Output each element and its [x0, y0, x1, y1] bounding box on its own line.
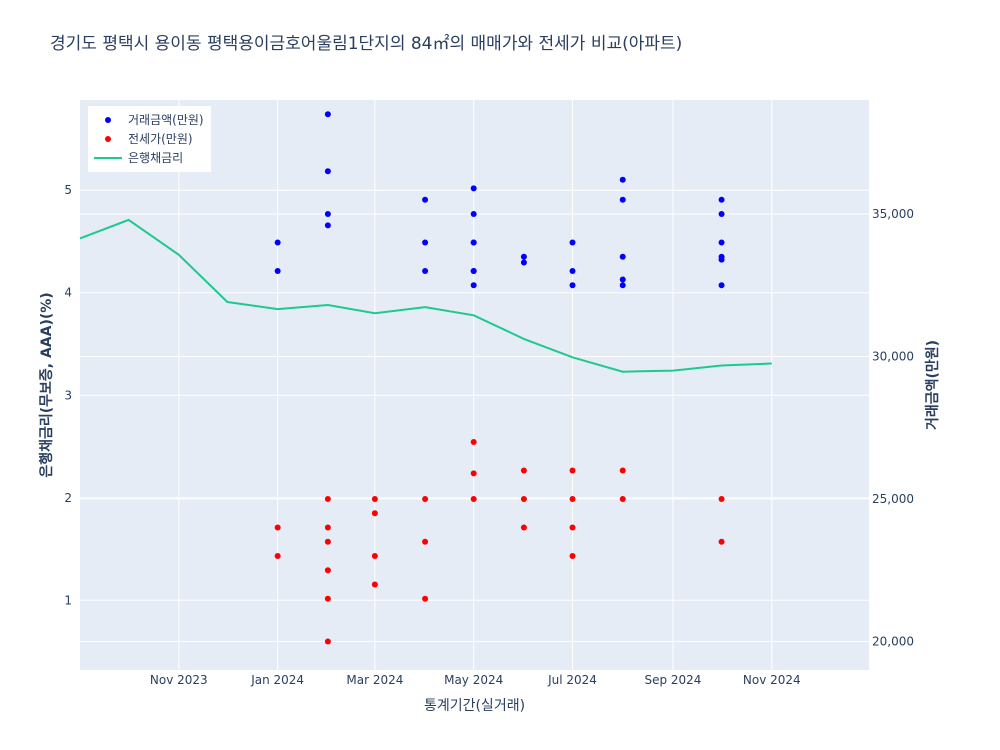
- jeonse-price-point[interactable]: [324, 638, 331, 645]
- sale-price-point[interactable]: [324, 211, 331, 217]
- legend-label-sale[interactable]: 거래금액(만원): [128, 113, 204, 127]
- sale-price-point[interactable]: [520, 253, 527, 260]
- sale-price-point[interactable]: [619, 282, 626, 289]
- jeonse-price-point[interactable]: [324, 496, 331, 502]
- tick-labels: Nov 2023 Jan 2024 Mar 2024 May 2024 Jul 2024…: [64, 183, 914, 687]
- sale-price-point[interactable]: [619, 253, 626, 260]
- x-tick-label: Mar 2024: [346, 673, 403, 687]
- jeonse-price-point[interactable]: [470, 496, 477, 502]
- sale-price-point[interactable]: [569, 282, 576, 289]
- sale-price-point[interactable]: [324, 111, 331, 118]
- line-layer: [79, 218, 772, 373]
- jeonse-price-point[interactable]: [520, 467, 527, 474]
- y-left-tick-label: 5: [64, 183, 72, 197]
- rate-series-line: [79, 218, 772, 373]
- legend-marker-jeonse: [105, 136, 111, 142]
- jeonse-price-point[interactable]: [569, 524, 576, 531]
- sale-price-point[interactable]: [718, 256, 725, 263]
- legend-label-rate[interactable]: 은행채금리: [128, 150, 183, 165]
- x-tick-label: Nov 2024: [743, 673, 801, 687]
- x-tick-label: Nov 2023: [150, 673, 208, 687]
- jeonse-price-point[interactable]: [619, 467, 626, 474]
- sale-price-point[interactable]: [274, 239, 281, 246]
- sale-price-point[interactable]: [422, 268, 429, 274]
- y-left-tick-label: 4: [64, 286, 72, 300]
- sale-price-point[interactable]: [324, 168, 331, 175]
- y-left-tick-label: 2: [64, 491, 72, 505]
- jeonse-price-point[interactable]: [470, 439, 477, 445]
- sale-price-point[interactable]: [324, 222, 331, 229]
- sale-price-point[interactable]: [619, 196, 626, 203]
- sale-price-point[interactable]: [718, 211, 725, 217]
- sale-price-point[interactable]: [470, 211, 477, 217]
- y-right-tick-label: 20,000: [872, 635, 914, 649]
- jeonse-price-point[interactable]: [274, 553, 281, 559]
- legend: 거래금액(만원) 전세가(만원) 은행채금리: [88, 106, 211, 172]
- sale-price-point[interactable]: [569, 268, 576, 274]
- jeonse-price-point[interactable]: [619, 496, 626, 502]
- y-right-tick-label: 25,000: [872, 492, 914, 506]
- jeonse-price-point[interactable]: [274, 524, 281, 531]
- jeonse-price-point[interactable]: [520, 524, 527, 531]
- x-tick-label: Jul 2024: [547, 673, 597, 687]
- jeonse-price-point[interactable]: [324, 524, 331, 531]
- jeonse-price-point[interactable]: [718, 538, 725, 545]
- sale-price-point[interactable]: [718, 196, 725, 203]
- jeonse-price-point[interactable]: [422, 496, 429, 502]
- y-left-tick-label: 3: [64, 388, 72, 402]
- x-tick-label: May 2024: [444, 673, 503, 687]
- jeonse-price-point[interactable]: [371, 553, 378, 559]
- jeonse-price-point[interactable]: [718, 496, 725, 502]
- chart-title: 경기도 평택시 용이동 평택용이금호어울림1단지의 84㎡의 매매가와 전세가 …: [50, 34, 682, 54]
- jeonse-price-point[interactable]: [324, 567, 331, 574]
- sale-price-point[interactable]: [422, 239, 429, 246]
- sale-price-point[interactable]: [422, 196, 429, 203]
- jeonse-price-point[interactable]: [569, 553, 576, 559]
- legend-label-jeonse[interactable]: 전세가(만원): [128, 132, 193, 146]
- sale-price-point[interactable]: [520, 259, 527, 266]
- jeonse-price-point[interactable]: [324, 538, 331, 545]
- x-axis-title: 통계기간(실거래): [424, 698, 525, 714]
- sale-price-point[interactable]: [718, 282, 725, 289]
- jeonse-price-point[interactable]: [324, 595, 331, 602]
- jeonse-price-point[interactable]: [569, 496, 576, 502]
- y-left-axis-title: 은행채금리(무보증, AAA)(%): [39, 292, 55, 477]
- y-right-axis-title: 거래금액(만원): [924, 340, 941, 430]
- jeonse-price-point[interactable]: [371, 581, 378, 588]
- jeonse-price-point[interactable]: [422, 595, 429, 602]
- sale-price-point[interactable]: [470, 268, 477, 274]
- jeonse-price-point[interactable]: [569, 467, 576, 474]
- sale-price-point[interactable]: [569, 239, 576, 246]
- plot-area: [80, 100, 869, 670]
- jeonse-price-point[interactable]: [371, 496, 378, 502]
- sale-price-point[interactable]: [470, 282, 477, 289]
- legend-marker-sale: [105, 117, 111, 123]
- jeonse-price-point[interactable]: [422, 538, 429, 545]
- sale-price-point[interactable]: [718, 239, 725, 246]
- jeonse-price-point[interactable]: [371, 510, 378, 517]
- marker-layer: [274, 111, 725, 645]
- jeonse-price-point[interactable]: [520, 496, 527, 502]
- x-tick-label: Sep 2024: [644, 673, 701, 687]
- sale-price-point[interactable]: [274, 268, 281, 274]
- jeonse-price-point[interactable]: [470, 470, 477, 477]
- sale-price-point[interactable]: [619, 176, 626, 183]
- y-left-tick-label: 1: [64, 593, 72, 607]
- sale-price-point[interactable]: [470, 239, 477, 246]
- y-right-tick-label: 30,000: [872, 350, 914, 364]
- y-right-tick-label: 35,000: [872, 207, 914, 221]
- sale-price-point[interactable]: [470, 185, 477, 192]
- sale-price-point[interactable]: [619, 276, 626, 283]
- x-tick-label: Jan 2024: [250, 673, 304, 687]
